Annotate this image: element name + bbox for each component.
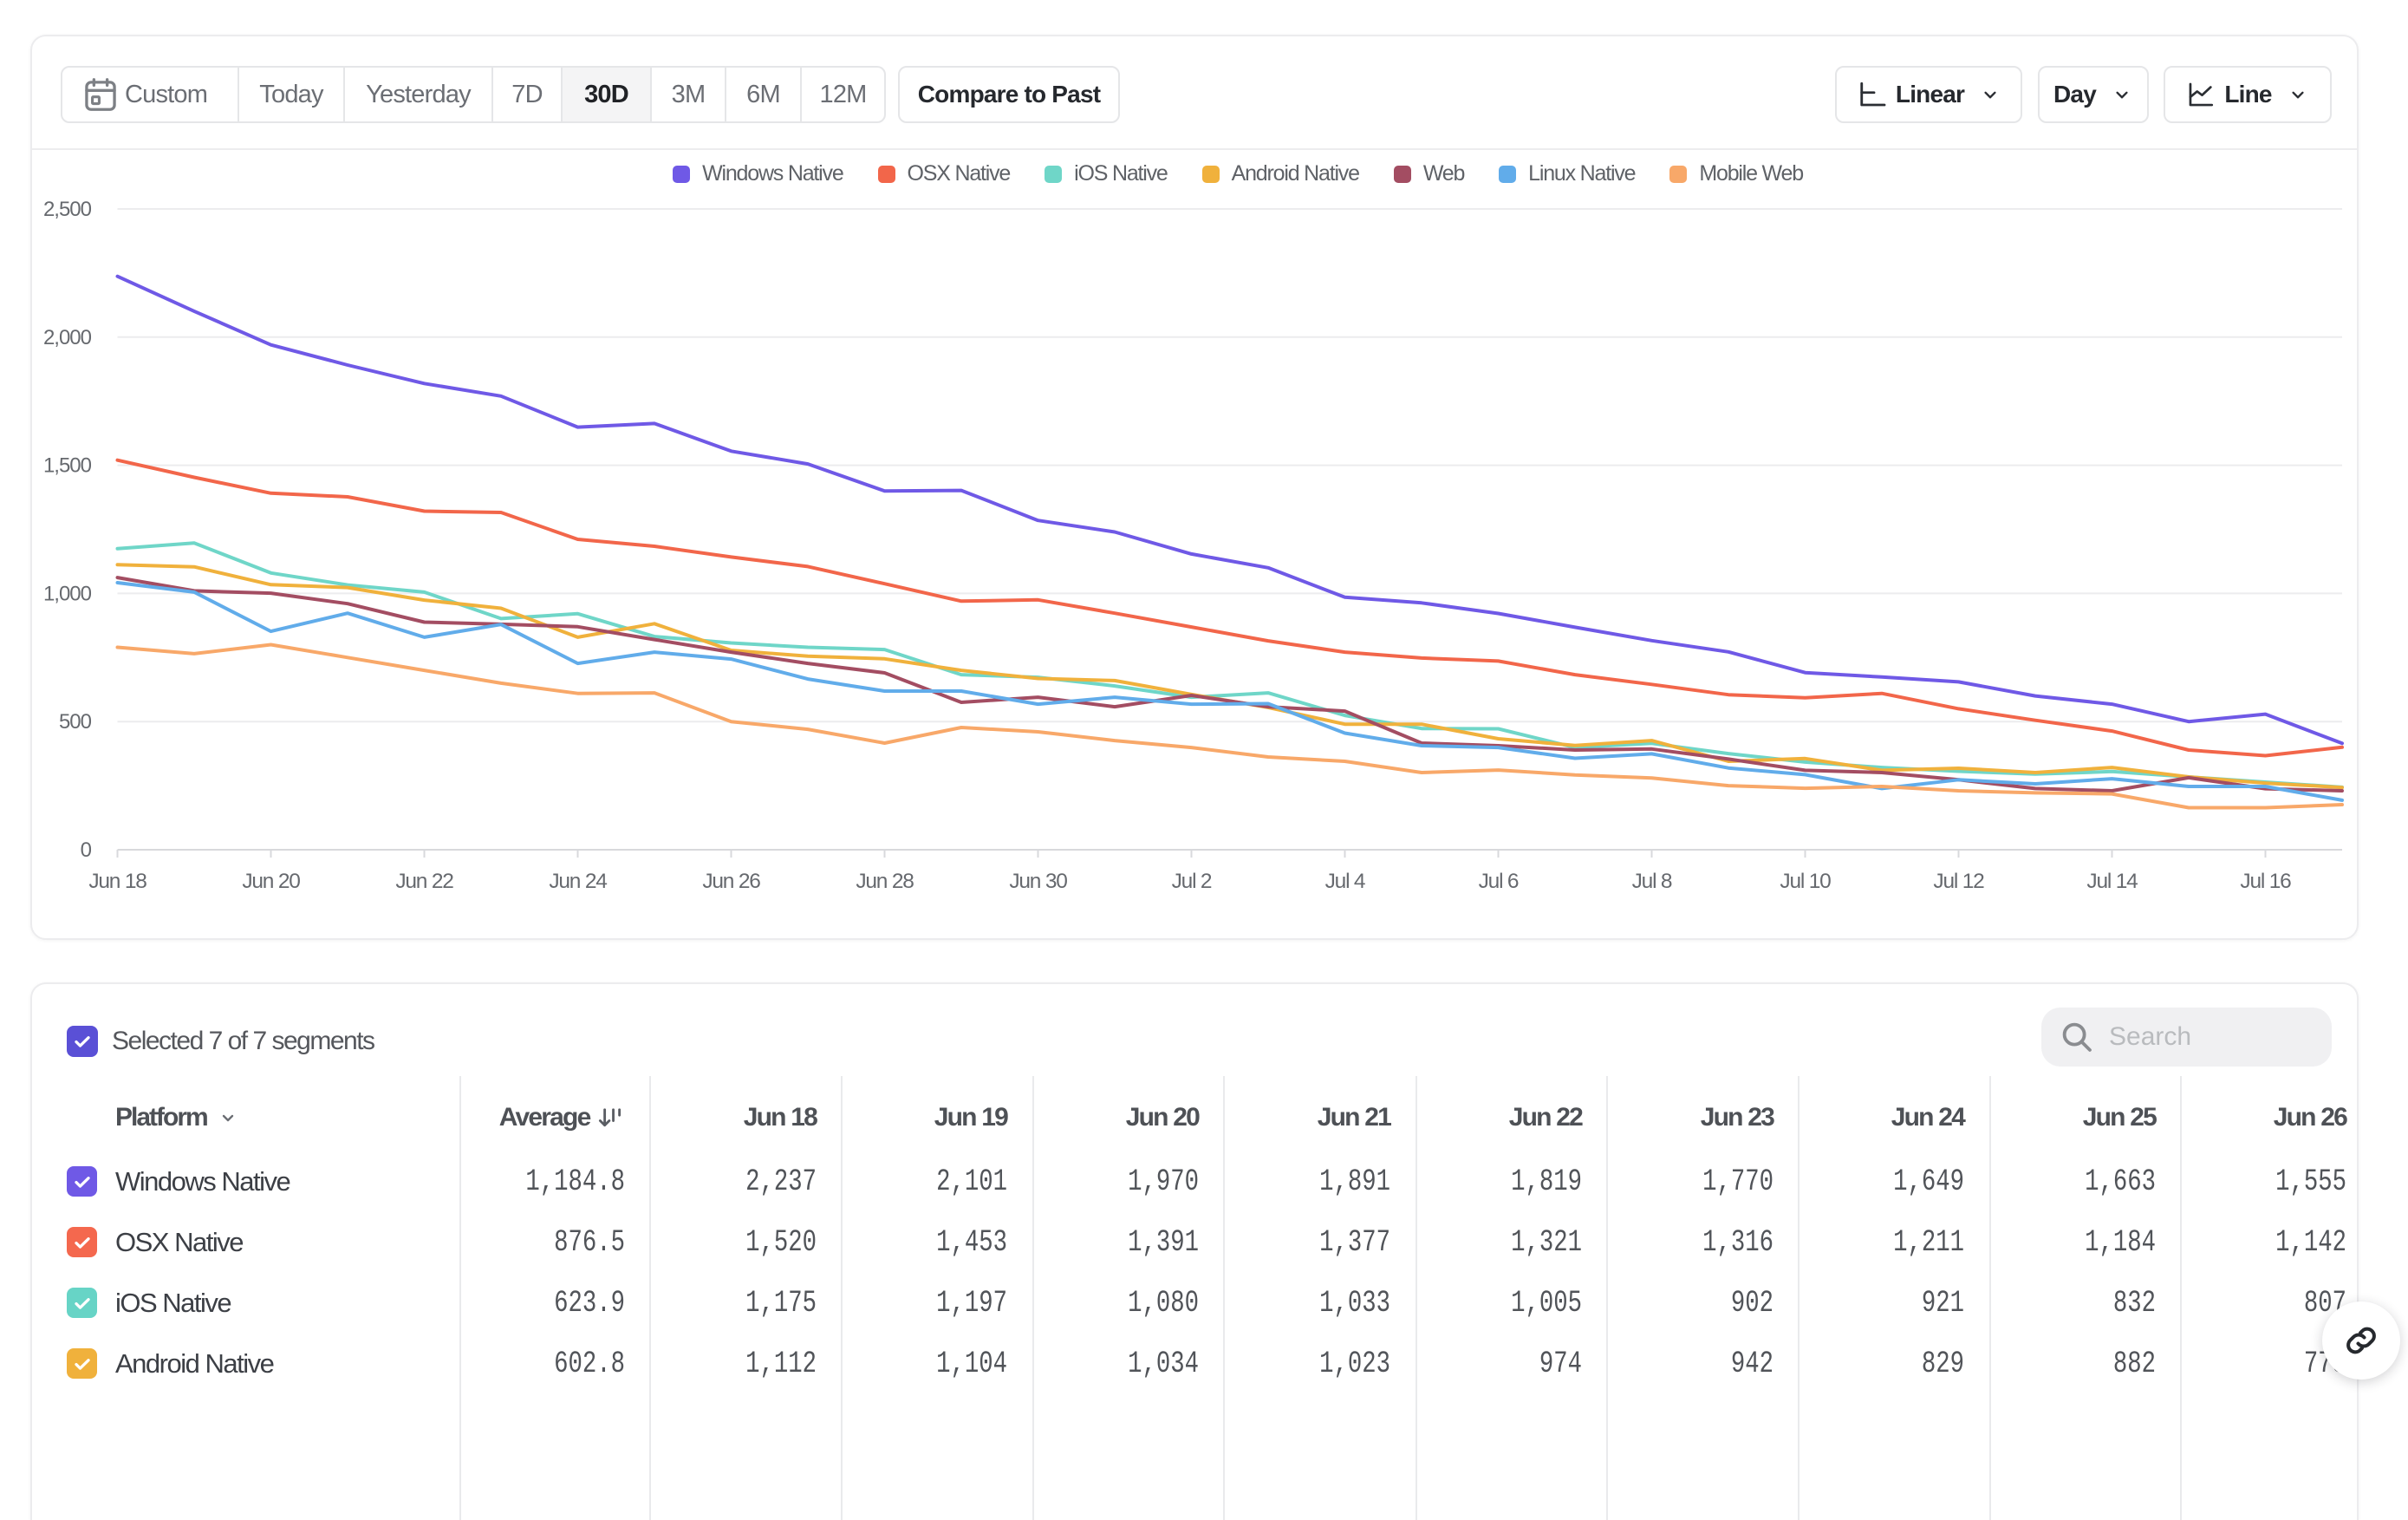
svg-text:0: 0 — [81, 838, 92, 862]
svg-text:Jul 16: Jul 16 — [2240, 870, 2291, 893]
svg-text:500: 500 — [59, 710, 92, 734]
svg-text:Jul 14: Jul 14 — [2086, 870, 2138, 893]
svg-text:Jul 12: Jul 12 — [1933, 870, 1984, 893]
svg-text:1,000: 1,000 — [43, 582, 92, 605]
svg-text:Jun 26: Jun 26 — [702, 870, 760, 893]
svg-text:Jun 24: Jun 24 — [549, 870, 607, 893]
svg-text:Jul 2: Jul 2 — [1172, 870, 1212, 893]
svg-text:Jun 28: Jun 28 — [856, 870, 914, 893]
svg-text:Jul 10: Jul 10 — [1780, 870, 1831, 893]
svg-text:2,500: 2,500 — [43, 198, 92, 221]
svg-text:Jun 30: Jun 30 — [1009, 870, 1067, 893]
svg-text:Jul 8: Jul 8 — [1632, 870, 1672, 893]
svg-text:Jul 4: Jul 4 — [1325, 870, 1365, 893]
svg-text:Jun 20: Jun 20 — [242, 870, 300, 893]
svg-text:2,000: 2,000 — [43, 326, 92, 349]
svg-text:Jun 22: Jun 22 — [395, 870, 453, 893]
svg-text:Jun 18: Jun 18 — [88, 870, 146, 893]
svg-text:1,500: 1,500 — [43, 454, 92, 478]
svg-text:Jul 6: Jul 6 — [1479, 870, 1519, 893]
